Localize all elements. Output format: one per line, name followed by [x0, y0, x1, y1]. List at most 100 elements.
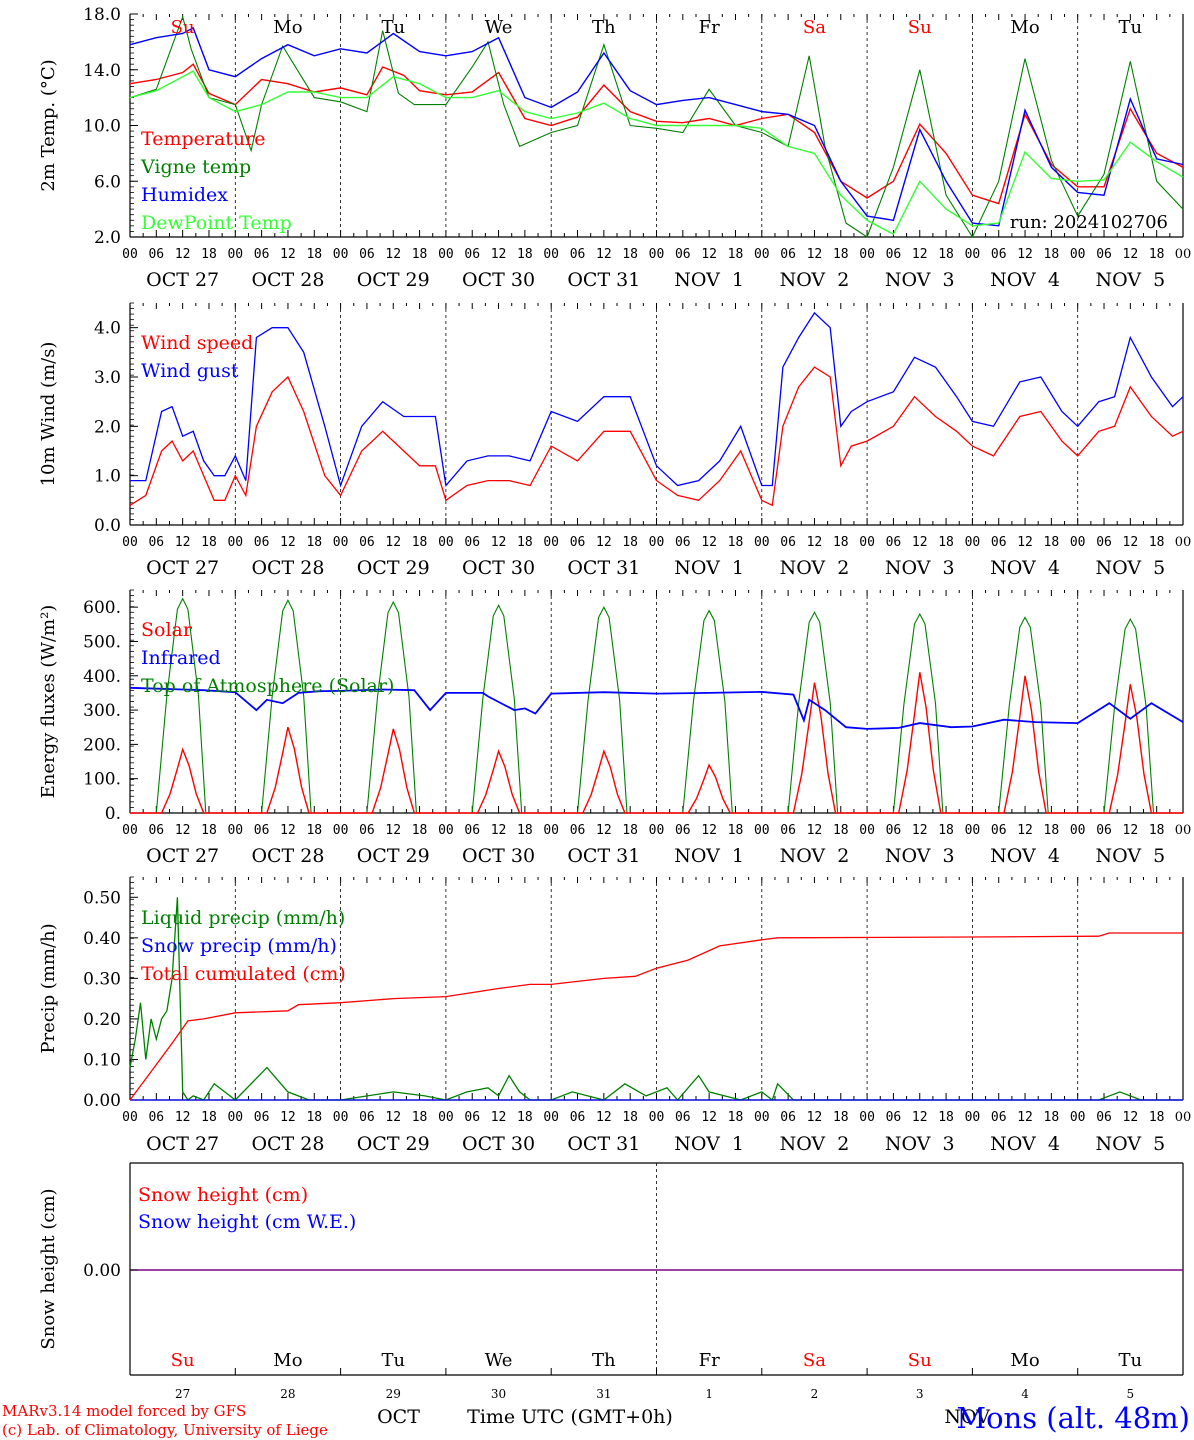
run-label: run: 2024102706: [1010, 212, 1168, 233]
hour-tick-label: 06: [359, 247, 375, 262]
hour-tick-label: 00: [1070, 535, 1086, 550]
weekday-label: We: [485, 17, 513, 38]
hour-tick-label: 06: [570, 823, 586, 838]
legend-entry: Vigne temp: [140, 156, 251, 178]
day-number-label: 1: [705, 1387, 713, 1401]
weekday-label: Sa: [803, 17, 826, 38]
hour-tick-label: 18: [622, 1110, 638, 1125]
day-number-label: 30: [491, 1387, 506, 1401]
hour-tick-label: 18: [1044, 1110, 1060, 1125]
hour-tick-label: 06: [675, 535, 691, 550]
hour-tick-label: 06: [1096, 823, 1112, 838]
series-line: [129, 932, 1183, 1101]
hour-tick-label: 00: [333, 1110, 349, 1125]
panel-precip: 0.00 0.10 0.20 0.30 0.40 0.50 Precip (mm/h) Liq…: [38, 876, 1192, 1155]
hour-tick-label: 18: [517, 535, 533, 550]
weekday-label: We: [485, 1350, 513, 1371]
hour-tick-label: 00: [1175, 247, 1192, 262]
series-line: [129, 686, 1184, 730]
date-label: NOV 2: [780, 845, 850, 867]
hour-tick-label: 12: [1017, 535, 1033, 550]
legend-entry: Infrared: [141, 647, 221, 669]
hour-tick-label: 12: [1123, 535, 1139, 550]
date-label: NOV 1: [674, 1133, 744, 1155]
hour-tick-label: 06: [359, 823, 375, 838]
y-tick-label: 10.0: [83, 117, 121, 137]
hour-tick-label: 18: [517, 1110, 533, 1125]
hour-tick-label: 12: [385, 1110, 401, 1125]
hour-tick-label: 18: [412, 823, 428, 838]
hour-tick-label: 18: [728, 823, 744, 838]
hour-tick-label: 18: [1149, 823, 1165, 838]
hour-tick-label: 06: [991, 247, 1007, 262]
hour-tick-label: 12: [385, 247, 401, 262]
hour-tick-label: 18: [517, 823, 533, 838]
hour-tick-label: 18: [1149, 535, 1165, 550]
hour-tick-label: 12: [491, 535, 507, 550]
hour-tick-label: 12: [807, 1110, 823, 1125]
hour-tick-label: 06: [254, 535, 270, 550]
date-label: OCT 29: [357, 845, 430, 867]
y-tick-label: 0.40: [83, 929, 121, 949]
hour-tick-label: 12: [1123, 823, 1139, 838]
hour-tick-label: 06: [675, 1110, 691, 1125]
weekday-label: Su: [908, 1350, 932, 1371]
month-label-nov: NOV: [944, 1406, 990, 1428]
hour-tick-label: 18: [938, 823, 954, 838]
hour-tick-label: 18: [1044, 535, 1060, 550]
hour-tick-label: 12: [491, 1110, 507, 1125]
hour-tick-label: 00: [1070, 247, 1086, 262]
date-label: OCT 30: [462, 1133, 535, 1155]
hour-tick-label: 06: [464, 247, 480, 262]
hour-tick-label: 18: [833, 535, 849, 550]
hour-tick-label: 06: [359, 1110, 375, 1125]
hour-tick-label: 12: [1123, 1110, 1139, 1125]
hour-tick-label: 00: [649, 535, 665, 550]
y-axis-label: Snow height (cm): [38, 1188, 59, 1349]
hour-tick-label: 18: [412, 1110, 428, 1125]
legend-entry: Wind speed: [141, 332, 253, 354]
hour-tick-label: 00: [649, 247, 665, 262]
y-tick-label: 600.: [83, 598, 121, 618]
date-label: NOV 1: [674, 845, 744, 867]
hour-tick-label: 06: [780, 823, 796, 838]
date-label: OCT 27: [146, 845, 219, 867]
hour-tick-label: 12: [280, 247, 296, 262]
hour-tick-label: 12: [280, 1110, 296, 1125]
hour-tick-label: 00: [754, 823, 770, 838]
hour-tick-label: 00: [965, 1110, 981, 1125]
hour-tick-label: 18: [306, 247, 322, 262]
y-tick-label: 0.50: [83, 888, 121, 908]
hour-tick-label: 06: [1096, 247, 1112, 262]
hour-tick-label: 18: [412, 535, 428, 550]
hour-tick-label: 00: [438, 1110, 454, 1125]
y-tick-label: 6.0: [94, 172, 121, 192]
date-label: NOV 5: [1095, 1133, 1165, 1155]
hour-tick-label: 00: [859, 535, 875, 550]
hour-tick-label: 00: [859, 1110, 875, 1125]
weekday-label: Su: [908, 17, 932, 38]
hour-tick-label: 00: [122, 247, 138, 262]
hour-tick-label: 06: [254, 1110, 270, 1125]
hour-tick-label: 06: [780, 535, 796, 550]
date-label: NOV 5: [1095, 557, 1165, 579]
y-axis-label: Precip (mm/h): [38, 923, 59, 1053]
weekday-label: Tu: [1119, 17, 1143, 38]
weekday-label: Mo: [273, 17, 302, 38]
series-line: [129, 366, 1184, 507]
hour-tick-label: 00: [1175, 1110, 1192, 1125]
date-label: OCT 28: [251, 269, 324, 291]
hour-tick-label: 00: [122, 535, 138, 550]
date-label: NOV 3: [885, 269, 955, 291]
hour-tick-label: 00: [333, 247, 349, 262]
y-tick-label: 14.0: [83, 61, 121, 81]
hour-tick-label: 00: [965, 535, 981, 550]
day-number-label: 4: [1021, 1387, 1029, 1401]
credit-line: MARv3.14 model forced by GFS: [2, 1402, 246, 1420]
date-label: NOV 4: [990, 557, 1060, 579]
date-label: OCT 30: [462, 845, 535, 867]
hour-tick-label: 12: [1017, 823, 1033, 838]
date-label: OCT 30: [462, 557, 535, 579]
hour-tick-label: 12: [175, 535, 191, 550]
hour-tick-label: 12: [701, 247, 717, 262]
